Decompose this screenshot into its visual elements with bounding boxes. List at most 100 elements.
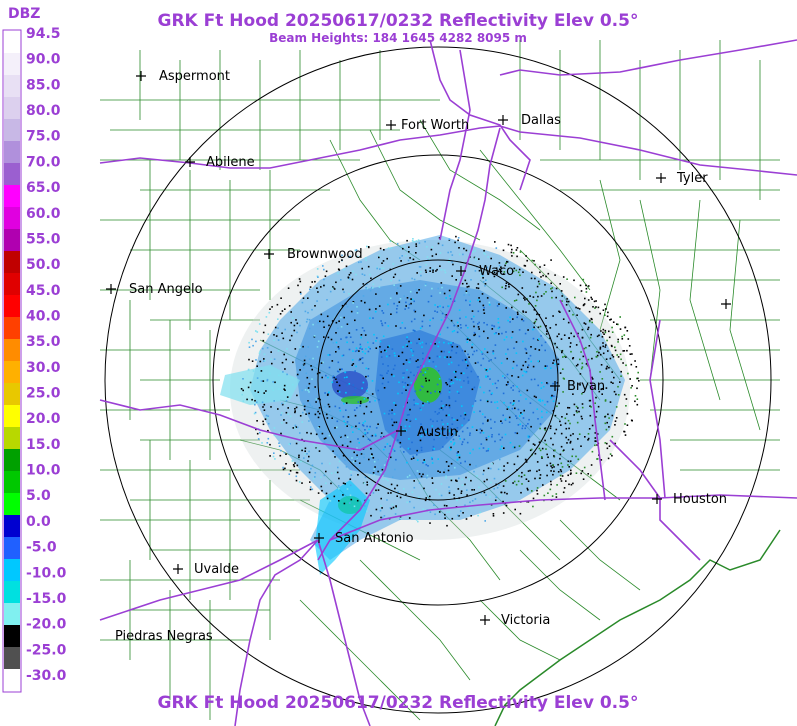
radar-pixel [611, 327, 613, 329]
radar-pixel [397, 485, 399, 487]
radar-pixel [459, 318, 461, 320]
radar-pixel [305, 311, 307, 313]
radar-pixel [425, 271, 427, 273]
radar-pixel [281, 332, 283, 334]
radar-pixel [375, 434, 377, 436]
radar-pixel [610, 401, 612, 403]
radar-pixel [488, 468, 490, 470]
radar-pixel [486, 450, 488, 452]
radar-pixel [546, 365, 548, 367]
radar-pixel [445, 476, 447, 478]
radar-pixel [317, 268, 319, 270]
radar-pixel [413, 457, 415, 459]
radar-pixel [283, 469, 285, 471]
radar-pixel [352, 350, 354, 352]
radar-pixel [332, 450, 334, 452]
radar-pixel [324, 438, 326, 440]
radar-pixel [550, 259, 552, 261]
city-abilene: Abilene [185, 155, 255, 170]
radar-pixel [304, 363, 306, 365]
radar-pixel [277, 318, 279, 320]
radar-pixel [290, 322, 292, 324]
radar-pixel [526, 352, 528, 354]
radar-pixel [296, 407, 298, 409]
radar-pixel [493, 488, 495, 490]
radar-pixel [325, 275, 327, 277]
radar-pixel [278, 442, 280, 444]
radar-pixel [521, 369, 523, 371]
radar-pixel [624, 327, 626, 329]
city-tyler: Tyler [656, 171, 708, 186]
radar-pixel [342, 494, 344, 496]
radar-pixel [493, 515, 495, 517]
city-piedras-negras: Piedras Negras [115, 629, 213, 644]
radar-pixel [488, 360, 490, 362]
radar-pixel [411, 458, 413, 460]
radar-pixel [267, 417, 269, 419]
radar-pixel [411, 278, 413, 280]
radar-pixel [363, 436, 365, 438]
radar-pixel [422, 321, 424, 323]
radar-pixel [352, 302, 354, 304]
radar-pixel [350, 485, 352, 487]
radar-pixel [459, 309, 461, 311]
radar-pixel [379, 286, 381, 288]
radar-pixel [403, 451, 405, 453]
radar-pixel [511, 307, 513, 309]
radar-pixel [381, 268, 383, 270]
scale-tick-label: 25.0 [26, 386, 61, 402]
radar-pixel [270, 406, 272, 408]
radar-pixel [446, 404, 448, 406]
radar-pixel [389, 355, 391, 357]
radar-pixel [377, 423, 379, 425]
radar-pixel [405, 426, 407, 428]
radar-pixel [457, 391, 459, 393]
radar-pixel [602, 336, 604, 338]
radar-pixel [363, 382, 365, 384]
radar-pixel [292, 317, 294, 319]
radar-pixel [460, 510, 462, 512]
radar-pixel [325, 375, 327, 377]
radar-pixel [575, 456, 577, 458]
radar-pixel [409, 448, 411, 450]
radar-pixel [558, 363, 560, 365]
radar-pixel [278, 339, 280, 341]
radar-pixel [445, 477, 447, 479]
radar-pixel [466, 290, 468, 292]
radar-pixel [622, 338, 624, 340]
radar-pixel [519, 269, 521, 271]
radar-pixel [560, 454, 562, 456]
radar-pixel [333, 376, 335, 378]
radar-pixel [365, 477, 367, 479]
radar-pixel [328, 354, 330, 356]
radar-pixel [463, 380, 465, 382]
radar-pixel [397, 287, 399, 289]
radar-pixel [296, 480, 298, 482]
radar-pixel [518, 400, 520, 402]
radar-pixel [388, 492, 390, 494]
radar-pixel [503, 447, 505, 449]
radar-pixel [530, 402, 532, 404]
radar-pixel [350, 272, 352, 274]
city-marker-icon [173, 564, 183, 574]
radar-pixel [294, 462, 296, 464]
radar-pixel [412, 456, 414, 458]
radar-pixel [552, 315, 554, 317]
radar-pixel [372, 317, 374, 319]
radar-pixel [478, 283, 480, 285]
radar-pixel [457, 240, 459, 242]
radar-pixel [494, 333, 496, 335]
radar-pixel [418, 338, 420, 340]
radar-pixel [364, 432, 366, 434]
radar-pixel [574, 404, 576, 406]
radar-pixel [373, 342, 375, 344]
radar-pixel [433, 504, 435, 506]
radar-pixel [611, 345, 613, 347]
radar-pixel [561, 290, 563, 292]
radar-pixel [330, 483, 332, 485]
radar-pixel [410, 349, 412, 351]
scale-tick-label: 85.0 [26, 77, 61, 93]
radar-pixel [368, 459, 370, 461]
radar-pixel [263, 340, 265, 342]
radar-pixel [366, 493, 368, 495]
